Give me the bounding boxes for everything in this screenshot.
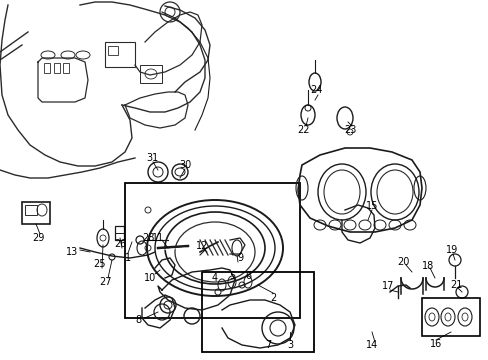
- Text: 8: 8: [135, 315, 141, 325]
- Text: 10: 10: [143, 273, 156, 283]
- Bar: [54, 63, 60, 73]
- Bar: [125, 183, 299, 318]
- Text: 15: 15: [365, 201, 377, 211]
- Text: 12: 12: [195, 241, 208, 251]
- Text: 27: 27: [99, 277, 111, 287]
- Bar: [108, 46, 118, 55]
- Text: 24: 24: [309, 85, 322, 95]
- Text: 30: 30: [179, 160, 191, 170]
- Text: 11: 11: [152, 233, 164, 243]
- Text: 22: 22: [297, 125, 309, 135]
- Text: 9: 9: [237, 253, 243, 263]
- Bar: [25, 205, 37, 215]
- Text: 16: 16: [429, 339, 441, 349]
- Text: 18: 18: [421, 261, 433, 271]
- Bar: [115, 226, 124, 240]
- Text: 13: 13: [66, 247, 78, 257]
- Bar: [202, 272, 313, 352]
- Text: 4: 4: [211, 273, 218, 283]
- Text: 7: 7: [264, 340, 270, 350]
- Text: 5: 5: [228, 271, 235, 281]
- Bar: [63, 63, 69, 73]
- Text: 14: 14: [365, 340, 377, 350]
- Text: 28: 28: [142, 233, 154, 243]
- Text: 6: 6: [244, 271, 250, 281]
- Bar: [22, 202, 50, 224]
- Text: 31: 31: [145, 153, 158, 163]
- Text: 17: 17: [381, 281, 393, 291]
- Text: 20: 20: [396, 257, 408, 267]
- Bar: [44, 63, 50, 73]
- Text: 25: 25: [94, 259, 106, 269]
- Bar: [421, 298, 479, 336]
- Text: 21: 21: [449, 280, 461, 290]
- Text: 29: 29: [32, 233, 44, 243]
- Text: 23: 23: [343, 125, 355, 135]
- Text: 1: 1: [124, 253, 131, 263]
- Text: 2: 2: [269, 293, 276, 303]
- Bar: [105, 42, 135, 67]
- Text: 19: 19: [445, 245, 457, 255]
- Text: 26: 26: [114, 239, 126, 249]
- Bar: [140, 65, 162, 83]
- Text: 3: 3: [286, 340, 292, 350]
